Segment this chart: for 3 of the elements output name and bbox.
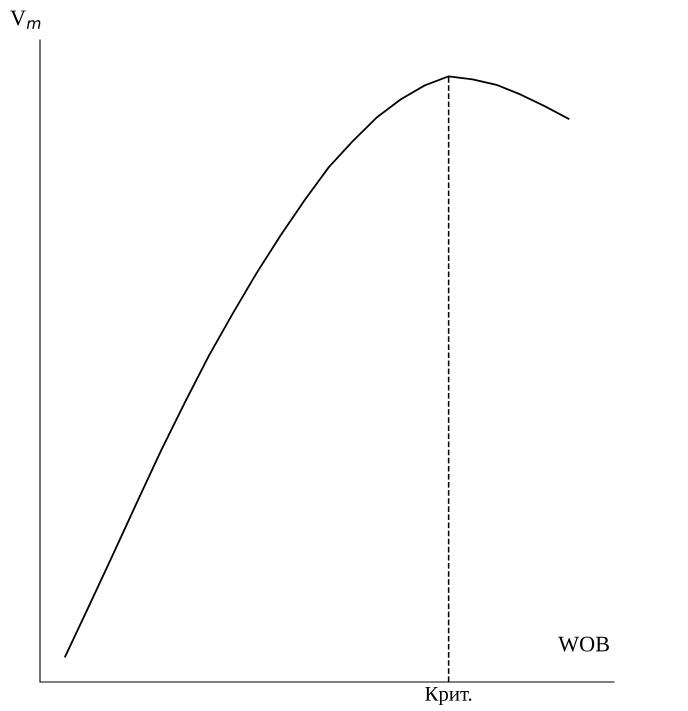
text: Крит. <box>425 686 472 706</box>
y-axis-title: V$_{m}$ <box>10 10 40 29</box>
x-axis-title: WOB <box>558 636 609 652</box>
